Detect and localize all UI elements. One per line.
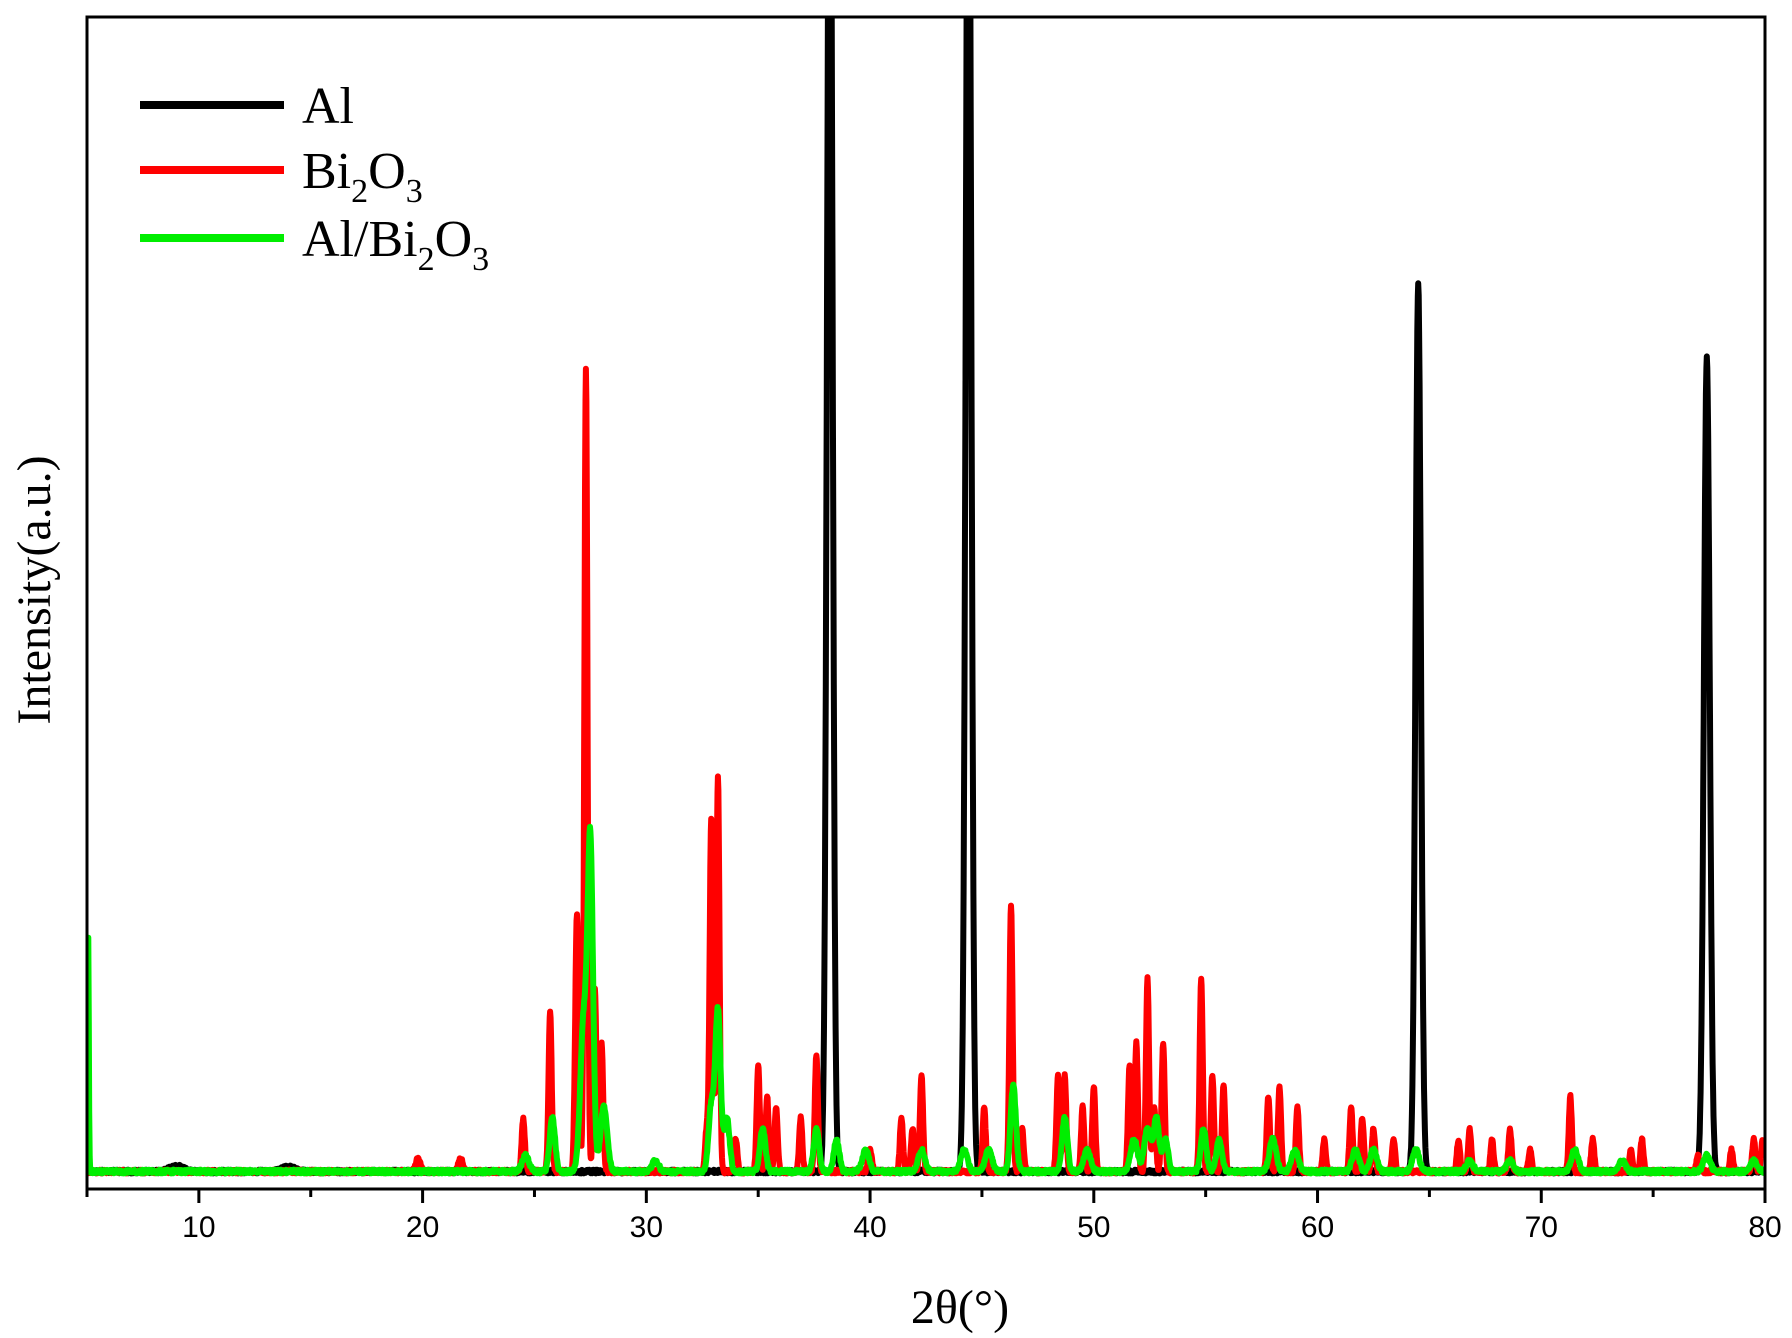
y-axis-label: Intensity(a.u.) xyxy=(8,455,61,724)
legend-label: Al/Bi2O3 xyxy=(302,211,489,278)
x-tick-label: 80 xyxy=(1748,1211,1781,1244)
x-axis-ticks: 10 20 30 40 50 60 70 80 xyxy=(85,1189,1782,1244)
legend-label: Al xyxy=(302,78,354,135)
x-axis-label: 2θ(°) xyxy=(911,1281,1009,1334)
x-tick-label: 30 xyxy=(630,1211,663,1244)
series-line-al-bi2o3 xyxy=(87,823,1765,1177)
x-tick-label: 70 xyxy=(1525,1211,1558,1244)
legend-label: Bi2O3 xyxy=(302,143,423,210)
x-tick-label: 50 xyxy=(1077,1211,1110,1244)
series-line-bi2o3 xyxy=(87,365,1765,1177)
x-tick-label: 20 xyxy=(406,1211,439,1244)
x-tick-label: 10 xyxy=(182,1211,215,1244)
x-tick-label: 60 xyxy=(1301,1211,1334,1244)
plot-frame xyxy=(85,15,1767,1191)
x-tick-label: 40 xyxy=(853,1211,886,1244)
plot-area xyxy=(87,17,1765,1177)
